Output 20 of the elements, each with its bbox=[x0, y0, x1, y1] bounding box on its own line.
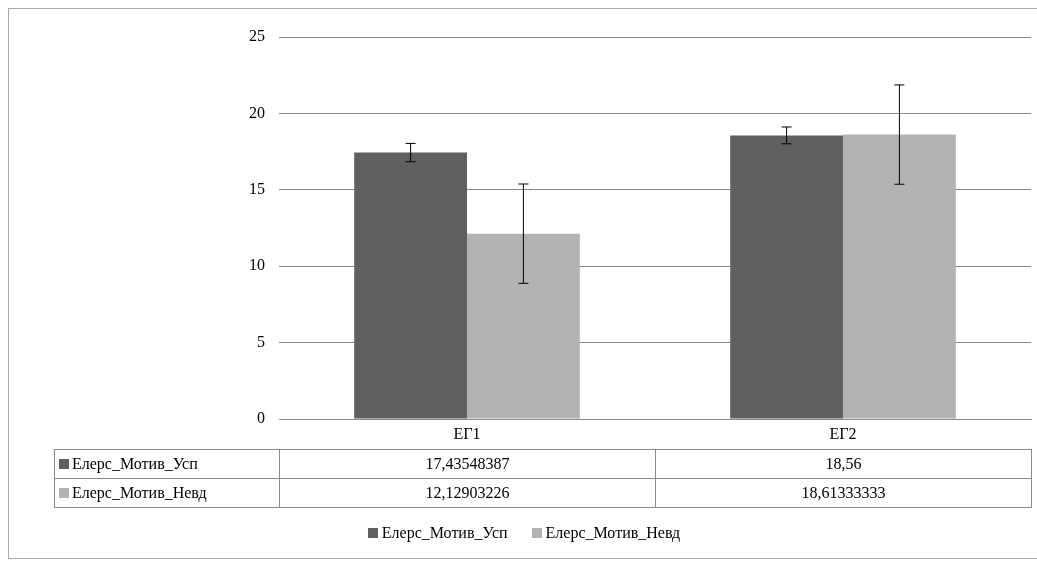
y-tick-label: 20 bbox=[249, 103, 265, 121]
y-tick-label: 10 bbox=[249, 256, 265, 274]
y-tick-label: 25 bbox=[249, 27, 265, 45]
data-label: 12,12903226 bbox=[279, 478, 656, 508]
legend-label: Елерс_Мотив_Усп bbox=[381, 524, 508, 542]
bar bbox=[730, 135, 843, 419]
y-tick-label: 0 bbox=[257, 409, 265, 427]
bar bbox=[354, 152, 467, 419]
data-label: 18,56 bbox=[655, 449, 1032, 479]
text: Елерс_Мотив_Невд bbox=[72, 484, 207, 501]
legend-label: Елерс_Мотив_Невд bbox=[545, 524, 681, 542]
y-tick-label: 5 bbox=[257, 332, 265, 350]
bar bbox=[467, 233, 580, 419]
text: Елерс_Мотив_Усп bbox=[72, 455, 198, 472]
data-label: 17,43548387 bbox=[279, 449, 656, 479]
x-tick-label: ЕГ1 bbox=[453, 424, 481, 442]
data-label: 18,61333333 bbox=[655, 478, 1032, 508]
bar bbox=[843, 134, 956, 419]
y-tick-label: 15 bbox=[249, 180, 265, 197]
x-tick-label: ЕГ2 bbox=[829, 424, 857, 442]
